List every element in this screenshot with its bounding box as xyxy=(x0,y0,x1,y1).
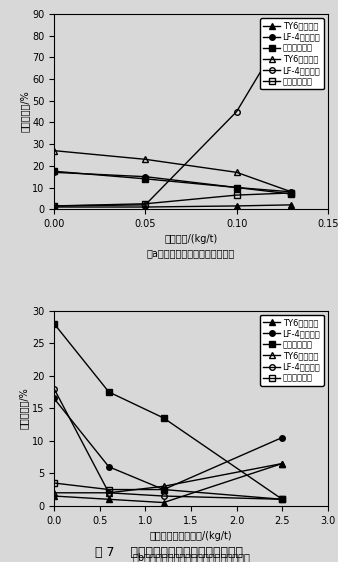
LF-4对高岭石 xyxy=(289,188,293,195)
Line: LF-4对赤铁矿: LF-4对赤铁矿 xyxy=(51,386,285,502)
Text: （a）柴油用量对浮选效果的影响: （a）柴油用量对浮选效果的影响 xyxy=(147,248,235,258)
醚胺对高岭石 xyxy=(280,496,284,502)
LF-4对高岭石 xyxy=(280,434,284,441)
醚胺对赤铁矿 xyxy=(52,202,56,209)
LF-4对高岭石 xyxy=(143,173,147,180)
Line: 醚胺对赤铁矿: 醚胺对赤铁矿 xyxy=(51,481,285,502)
Legend: TY6对高岭石, LF-4对高岭石, 醚胺对高岭石, TY6对赤铁矿, LF-4对赤铁矿, 醚胺对赤铁矿: TY6对高岭石, LF-4对高岭石, 醚胺对高岭石, TY6对赤铁矿, LF-4… xyxy=(260,18,324,89)
TY6对高岭石 xyxy=(143,203,147,210)
TY6对高岭石 xyxy=(280,460,284,467)
醚胺对高岭石 xyxy=(143,175,147,182)
TY6对赤铁矿 xyxy=(52,147,56,154)
Line: LF-4对高岭石: LF-4对高岭石 xyxy=(51,170,294,194)
TY6对赤铁矿 xyxy=(52,490,56,496)
醚胺对高岭石 xyxy=(289,191,293,197)
TY6对高岭石 xyxy=(52,493,56,500)
Line: 醚胺对赤铁矿: 醚胺对赤铁矿 xyxy=(51,190,294,209)
LF-4对赤铁矿 xyxy=(52,386,56,392)
LF-4对高岭石 xyxy=(107,464,111,470)
醚胺对赤铁矿 xyxy=(143,201,147,207)
LF-4对赤铁矿 xyxy=(162,493,166,500)
TY6对高岭石 xyxy=(52,203,56,210)
Line: LF-4对赤铁矿: LF-4对赤铁矿 xyxy=(51,18,294,209)
LF-4对高岭石 xyxy=(162,486,166,493)
醚胺对高岭石 xyxy=(52,168,56,175)
LF-4对赤铁矿 xyxy=(235,108,239,115)
醚胺对高岭石 xyxy=(235,184,239,191)
Line: TY6对赤铁矿: TY6对赤铁矿 xyxy=(51,148,294,194)
Legend: TY6对高岭石, LF-4对高岭石, 醚胺对高岭石, TY6对赤铁矿, LF-4对赤铁矿, 醚胺对赤铁矿: TY6对高岭石, LF-4对高岭石, 醚胺对高岭石, TY6对赤铁矿, LF-4… xyxy=(260,315,324,386)
LF-4对赤铁矿 xyxy=(289,17,293,24)
TY6对赤铁矿 xyxy=(280,460,284,467)
TY6对赤铁矿 xyxy=(107,490,111,496)
Line: TY6对高岭石: TY6对高岭石 xyxy=(51,202,294,210)
Text: 图 7    辅助捕收剂用量对浮选结果的影响: 图 7 辅助捕收剂用量对浮选结果的影响 xyxy=(95,546,243,559)
TY6对高岭石 xyxy=(162,499,166,506)
X-axis label: 柴油用量/(kg/t): 柴油用量/(kg/t) xyxy=(164,234,218,244)
LF-4对高岭石 xyxy=(52,395,56,402)
醚胺对赤铁矿 xyxy=(280,496,284,502)
Text: （b）十二烷基硫酸钓用量对浮选效果的影响: （b）十二烷基硫酸钓用量对浮选效果的影响 xyxy=(132,552,250,562)
LF-4对赤铁矿 xyxy=(52,202,56,209)
Y-axis label: 浮选回收率/%: 浮选回收率/% xyxy=(19,387,29,429)
LF-4对赤铁矿 xyxy=(280,496,284,502)
X-axis label: 十二烷基硫酸钓用量/(kg/t): 十二烷基硫酸钓用量/(kg/t) xyxy=(150,531,232,541)
TY6对赤铁矿 xyxy=(143,156,147,162)
Line: LF-4对高岭石: LF-4对高岭石 xyxy=(51,396,285,492)
醚胺对高岭石 xyxy=(52,320,56,327)
TY6对赤铁矿 xyxy=(289,188,293,195)
LF-4对高岭石 xyxy=(52,169,56,176)
醚胺对赤铁矿 xyxy=(162,486,166,493)
醚胺对高岭石 xyxy=(162,415,166,422)
TY6对高岭石 xyxy=(235,202,239,209)
醚胺对赤铁矿 xyxy=(52,479,56,486)
Line: TY6对高岭石: TY6对高岭石 xyxy=(51,461,285,505)
LF-4对赤铁矿 xyxy=(143,202,147,209)
TY6对赤铁矿 xyxy=(235,169,239,176)
醚胺对赤铁矿 xyxy=(235,192,239,198)
醚胺对高岭石 xyxy=(107,388,111,395)
Line: TY6对赤铁矿: TY6对赤铁矿 xyxy=(51,461,285,496)
TY6对高岭石 xyxy=(107,496,111,502)
TY6对赤铁矿 xyxy=(162,483,166,490)
TY6对高岭石 xyxy=(289,202,293,209)
Y-axis label: 浮选回收率/%: 浮选回收率/% xyxy=(19,90,29,133)
醚胺对赤铁矿 xyxy=(289,189,293,196)
醚胺对赤铁矿 xyxy=(107,486,111,493)
Line: 醚胺对高岭石: 醚胺对高岭石 xyxy=(51,169,294,197)
LF-4对高岭石 xyxy=(235,184,239,191)
Line: 醚胺对高岭石: 醚胺对高岭石 xyxy=(51,321,285,502)
LF-4对赤铁矿 xyxy=(107,490,111,496)
